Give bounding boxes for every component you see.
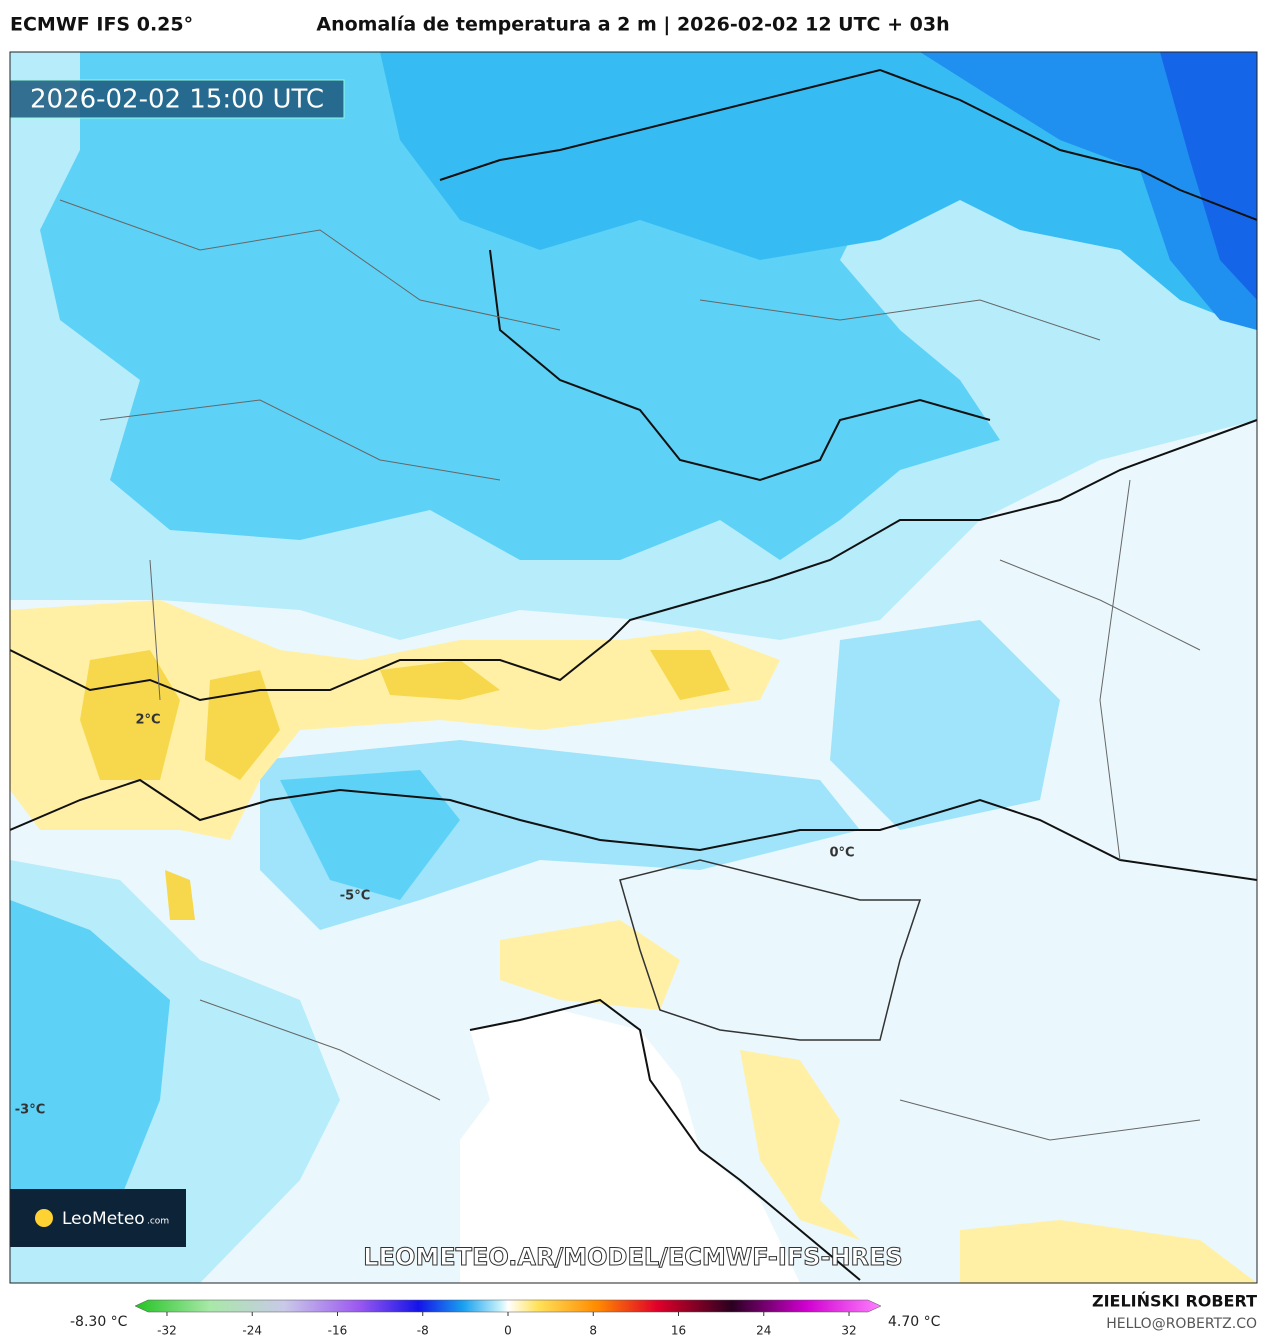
border	[619, 859, 922, 1041]
sea	[460, 1010, 800, 1283]
contour-label: 2°C	[135, 713, 160, 728]
logo-suffix: .com	[147, 1217, 169, 1227]
colorbar-tick-label: -32	[157, 1324, 177, 1338]
model-name: ECMWF IFS 0.25°	[10, 14, 193, 36]
colorbar-tick-label: 32	[841, 1324, 856, 1338]
blue-region	[10, 900, 170, 1230]
contour-label: -3°C	[15, 1103, 45, 1118]
coastline	[469, 998, 861, 1281]
border	[489, 249, 991, 482]
dark-yellow-region	[80, 650, 730, 920]
contact: HELLO@ROBERTZ.CO	[1106, 1316, 1257, 1332]
contour-label: 0°C	[829, 846, 854, 861]
yellow-region	[500, 920, 680, 1010]
timestamp-box	[10, 79, 345, 119]
contour-label: -5°C	[340, 889, 370, 904]
colorbar-tick-label: -8	[417, 1324, 429, 1338]
colorbar-min: -8.30 °C	[70, 1314, 128, 1330]
map-frame	[9, 51, 1258, 1284]
colorbar-tick-label: 16	[671, 1324, 686, 1338]
darkest-blue-region	[1160, 52, 1257, 300]
colorbar	[134, 1299, 882, 1313]
logo-name: LeoMeteo	[62, 1209, 145, 1229]
yellow-region	[740, 1050, 860, 1240]
colorbar-tick-label: 0	[504, 1324, 512, 1338]
border	[439, 68, 1257, 221]
border	[10, 778, 1257, 881]
colorbar-max: 4.70 °C	[888, 1314, 941, 1330]
yellow-region	[10, 600, 780, 840]
map: 2026-02-02 15:00 UTC 2°C -5°C 0°C -3°C L…	[10, 52, 1257, 1283]
colorbar-tick-label: -24	[242, 1324, 262, 1338]
dark-blue-region	[920, 52, 1257, 330]
colorbar-tick-label: 8	[589, 1324, 597, 1338]
timestamp: 2026-02-02 15:00 UTC	[30, 85, 324, 115]
light-blue-region	[830, 620, 1060, 830]
blue-region	[280, 770, 460, 900]
yellow-region	[960, 1220, 1257, 1283]
watermark: LEOMETEO.AR/MODEL/ECMWF-IFS-HRES	[363, 1243, 902, 1271]
region-boundary	[59, 199, 1201, 1141]
author: ZIELIŃSKI ROBERT	[1092, 1292, 1257, 1311]
colorbar-tick-label: -16	[328, 1324, 348, 1338]
colorbar-tick-label: 24	[756, 1324, 771, 1338]
border	[10, 419, 1257, 702]
map-title: Anomalía de temperatura a 2 m | 2026-02-…	[316, 14, 949, 36]
logo-sun	[35, 1209, 53, 1227]
